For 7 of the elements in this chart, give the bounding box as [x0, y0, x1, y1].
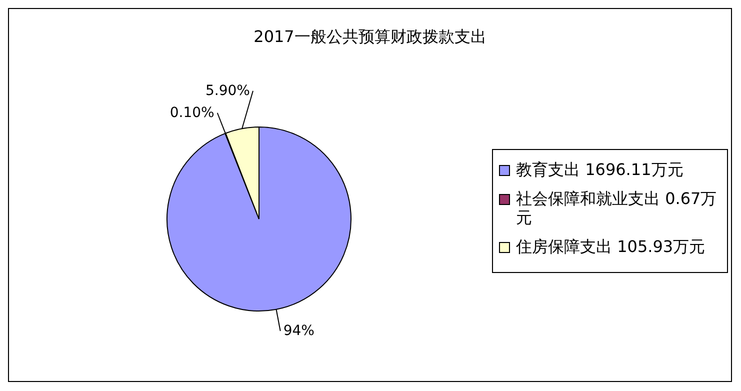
legend-label: 教育支出 1696.11万元	[516, 160, 684, 179]
legend-label: 住房保障支出 105.93万元	[516, 237, 706, 256]
data-label: 94%	[283, 322, 314, 339]
data-label: 5.90%	[206, 82, 250, 99]
legend-label: 社会保障和就业支出 0.67万元	[516, 189, 718, 227]
chart-title: 2017一般公共预算财政拨款支出	[252, 27, 488, 48]
data-label: 0.10%	[170, 104, 214, 121]
